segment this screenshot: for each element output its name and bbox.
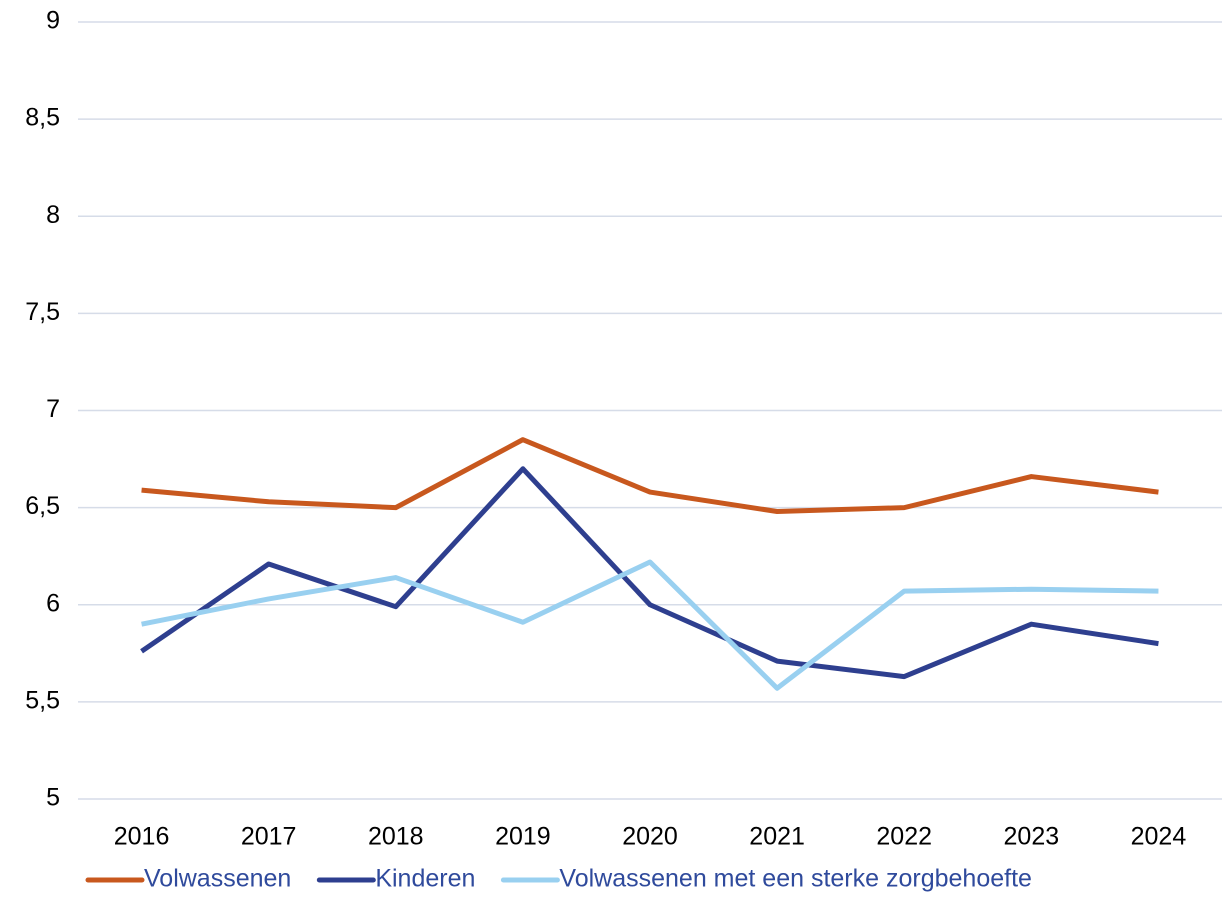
x-tick-label: 2020 — [622, 823, 678, 851]
y-tick-label: 9 — [46, 7, 60, 35]
x-tick-label: 2019 — [495, 823, 551, 851]
series-line — [141, 559, 1159, 691]
y-tick-label: 6,5 — [25, 492, 60, 520]
y-tick-label: 5 — [46, 784, 60, 812]
x-tick-label: 2017 — [241, 823, 297, 851]
legend-label: Kinderen — [375, 865, 475, 893]
x-tick-label: 2018 — [368, 823, 424, 851]
y-tick-label: 5,5 — [25, 686, 60, 714]
y-tick-label: 7,5 — [25, 298, 60, 326]
x-tick-label: 2016 — [114, 823, 170, 851]
y-tick-label: 6 — [46, 589, 60, 617]
legend-label: Volwassenen met een sterke zorgbehoefte — [559, 865, 1032, 893]
y-tick-label: 7 — [46, 395, 60, 423]
x-tick-label: 2024 — [1131, 823, 1187, 851]
x-tick-label: 2023 — [1004, 823, 1060, 851]
y-tick-label: 8 — [46, 201, 60, 229]
series-line — [141, 437, 1159, 515]
x-tick-label: 2022 — [876, 823, 932, 851]
legend-label: Volwassenen — [144, 865, 291, 893]
series-line — [140, 466, 1159, 680]
x-tick-label: 2021 — [749, 823, 805, 851]
y-tick-label: 8,5 — [25, 104, 60, 132]
